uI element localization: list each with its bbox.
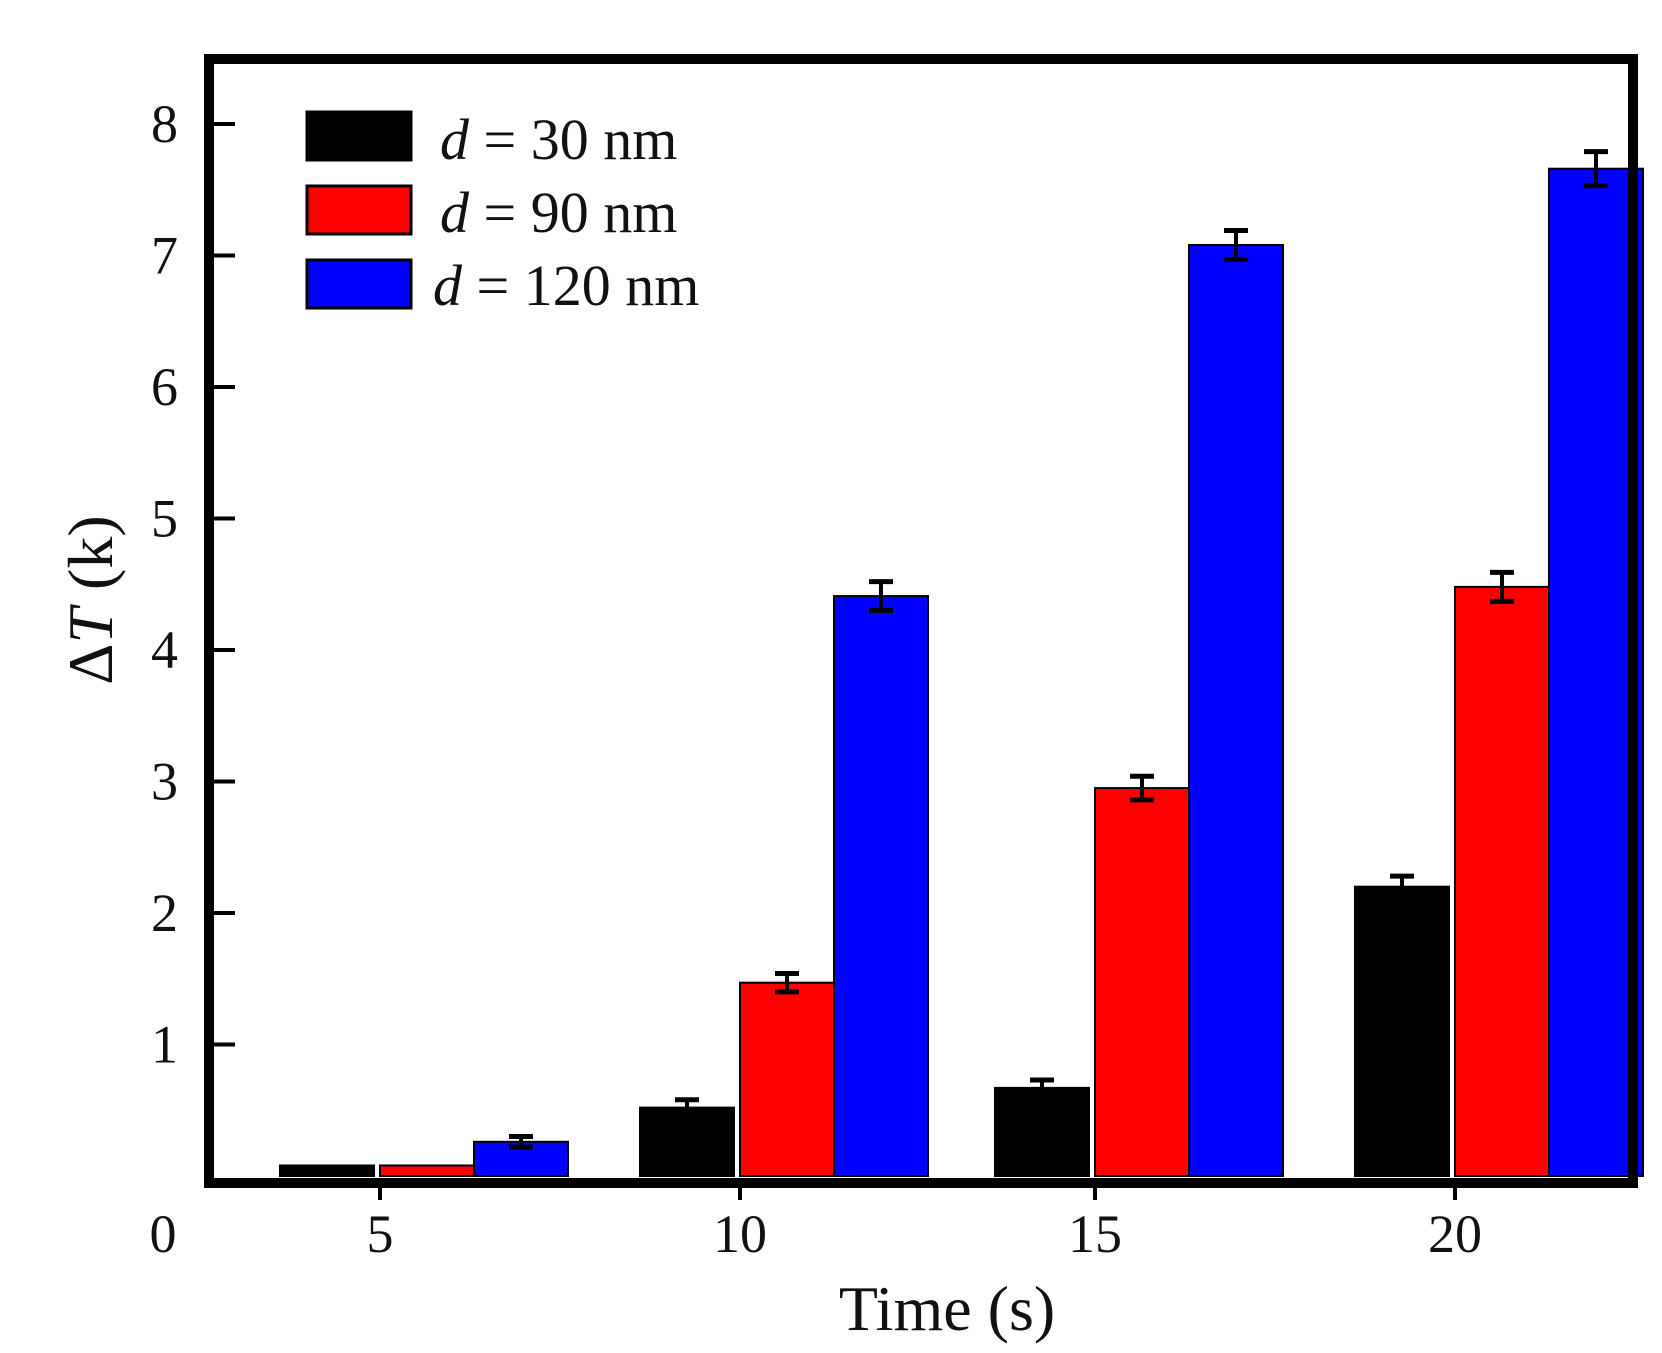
bar-series2-10 [833,595,929,1177]
y-axis: 1 2 3 4 5 6 7 8 [151,94,235,1075]
y-tick-label-4: 4 [151,620,178,680]
y-tick-label-8: 8 [151,94,178,154]
plot-frame [204,54,1638,1188]
y-tick-label-7: 7 [151,226,178,286]
legend-label-d90: d = 90 nm [440,180,677,245]
error-bar-series2-20 [1584,149,1608,189]
y-axis-title: ΔT (k) [55,515,126,684]
bars-layer [279,167,1644,1178]
bar-series1-20 [1454,585,1550,1177]
bar-series0-10 [639,1106,735,1177]
error-bar-series1-20 [1490,569,1514,604]
bar-series1-5 [379,1164,475,1177]
legend-swatch-d90 [305,184,413,236]
y-axis-title-delta: Δ [55,644,126,685]
x-tick-label-10: 10 [713,1204,767,1264]
error-bar-series2-10 [869,579,893,614]
error-bars-layer [509,149,1608,1150]
y-tick-label-1: 1 [151,1015,178,1075]
bar-series1-15 [1094,787,1190,1177]
bar-series0-5 [279,1164,375,1177]
origin-label: 0 [150,1204,177,1264]
error-bar-series0-20 [1390,873,1414,900]
legend-swatch-d120 [305,258,413,310]
legend-label-d30: d = 30 nm [440,107,677,172]
legend: d = 30 nm d = 90 nm d = 120 nm [305,107,699,318]
error-bar-series1-15 [1130,773,1154,803]
legend-swatch-d30 [305,110,413,162]
bar-series0-15 [994,1086,1090,1178]
bar-series1-10 [739,981,835,1177]
error-bar-series2-15 [1224,228,1248,262]
x-tick-label-15: 15 [1068,1204,1122,1264]
error-bar-series1-10 [775,970,799,995]
y-tick-label-5: 5 [151,489,178,549]
legend-label-d120: d = 120 nm [433,253,699,318]
bar-series0-20 [1354,885,1450,1177]
y-axis-title-unit: (k) [55,515,126,590]
x-tick-label-5: 5 [367,1204,394,1264]
x-tick-label-20: 20 [1428,1204,1482,1264]
y-tick-label-6: 6 [151,357,178,417]
y-axis-title-variable: T [55,604,126,644]
x-axis-title: Time (s) [839,1273,1055,1344]
error-bar-series2-5 [509,1134,533,1150]
error-bar-series0-15 [1030,1077,1054,1099]
error-bar-series0-10 [675,1097,699,1119]
x-axis: 5 10 15 20 [367,1183,1482,1264]
y-tick-label-2: 2 [151,883,178,943]
y-tick-label-3: 3 [151,752,178,812]
bar-series2-15 [1188,243,1284,1178]
